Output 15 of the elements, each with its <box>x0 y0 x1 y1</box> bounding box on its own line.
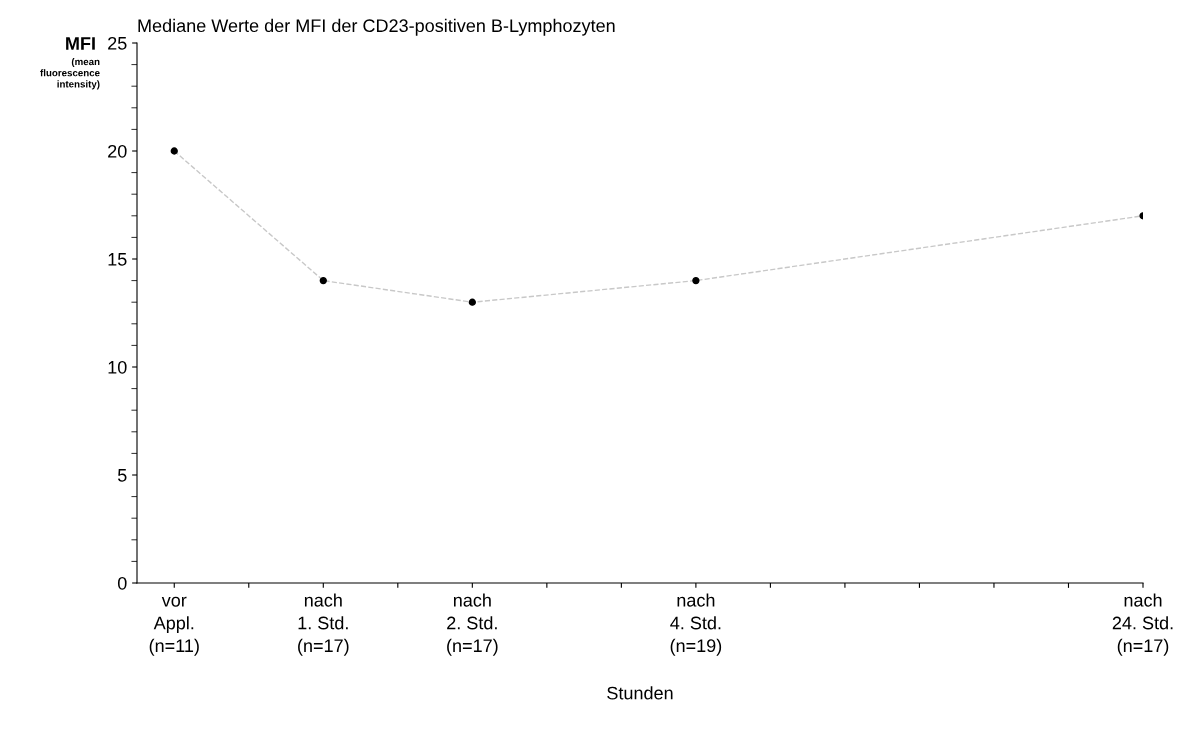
x-tick-label: vor Appl. (n=11) <box>149 596 199 656</box>
text: (mean fluorescence intensity) <box>40 58 100 90</box>
chart-title: Mediane Werte der MFI der CD23-positiven B-Lymphozyten <box>138 18 615 36</box>
y-tick-label: 15 <box>108 253 127 266</box>
y-tick-label: 0 <box>117 576 127 590</box>
x-tick-label: nach 1. Std. (n=17) <box>298 593 349 656</box>
x-tick-label: nach 24. Std. (n=17) <box>1112 593 1173 656</box>
y-tick-label: 5 <box>117 469 127 482</box>
y-axis-title: MFI <box>66 37 95 50</box>
y-tick-label: 10 <box>108 360 127 374</box>
x-tick-label: nach 2. Std. (n=17) <box>447 593 498 656</box>
x-axis-title: Stunden <box>607 686 673 700</box>
y-tick-label: 25 <box>108 36 127 50</box>
y-tick-label: 20 <box>108 144 127 158</box>
x-tick-label: nach 4. Std. (n=19) <box>670 593 722 656</box>
